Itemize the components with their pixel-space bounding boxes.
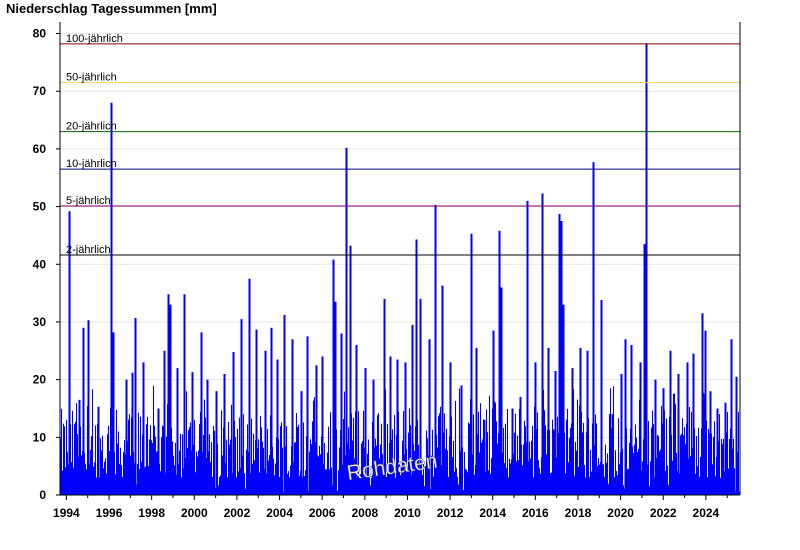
x-tick-label: 2018 (565, 506, 592, 520)
y-tick-label: 40 (33, 257, 47, 271)
threshold-label: 5-jährlich (66, 195, 111, 207)
x-tick-label: 2002 (224, 506, 251, 520)
y-tick-label: 70 (33, 84, 47, 98)
x-tick-label: 1998 (138, 506, 165, 520)
threshold-label: 100-jährlich (66, 33, 123, 45)
x-tick-label: 2016 (522, 506, 549, 520)
threshold-label: 20-jährlich (66, 121, 117, 133)
x-tick-label: 1994 (53, 506, 80, 520)
y-tick-label: 50 (33, 200, 47, 214)
x-tick-label: 2010 (394, 506, 421, 520)
y-tick-label: 0 (39, 488, 46, 502)
return-period-lines: 100-jährlich 50-jährlich 20-jährlich 10-jäh… (60, 33, 740, 256)
threshold-label: 2-jährlich (66, 244, 111, 256)
x-tick-label: 2014 (479, 506, 506, 520)
x-tick-label: 2020 (607, 506, 634, 520)
x-tick-label: 2012 (437, 506, 464, 520)
x-tick-label: 2022 (650, 506, 677, 520)
x-tick-label: 2000 (181, 506, 208, 520)
daily-bars-baseline (59, 385, 741, 495)
threshold-label: 50-jährlich (66, 72, 117, 84)
y-tick-label: 10 (33, 430, 47, 444)
y-tick-label: 60 (33, 142, 47, 156)
precipitation-bars (59, 43, 741, 495)
x-tick-label: 2006 (309, 506, 336, 520)
threshold-label: 10-jährlich (66, 158, 117, 170)
axes: 0 10 20 30 40 50 60 70 80 1994 1996 1998 2000 2002 200… (33, 22, 741, 520)
y-tick-label: 80 (33, 27, 47, 41)
chart-title: Niederschlag Tagessummen [mm] (6, 1, 217, 16)
x-tick-label: 2008 (351, 506, 378, 520)
x-tick-label: 1996 (96, 506, 123, 520)
x-tick-label: 2004 (266, 506, 293, 520)
grid-lines (60, 33, 740, 438)
x-tick-label: 2024 (693, 506, 720, 520)
y-tick-label: 20 (33, 373, 47, 387)
y-tick-label: 30 (33, 315, 47, 329)
